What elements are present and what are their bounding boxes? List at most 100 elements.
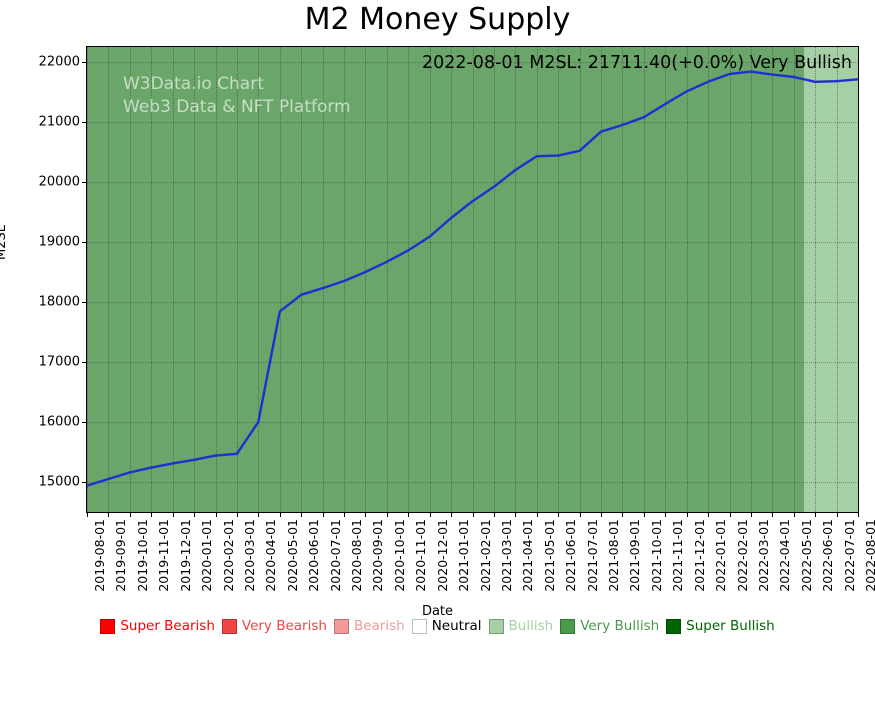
legend-label: Super Bullish <box>686 618 775 634</box>
y-axis-tick-label: 22000 <box>38 54 80 70</box>
gridline-horizontal <box>87 362 858 363</box>
x-axis-label: Date <box>421 604 454 619</box>
x-axis-tick-mark <box>579 513 581 517</box>
series-line <box>87 70 858 487</box>
y-axis-tick-mark <box>82 422 86 423</box>
x-axis-tick-mark <box>472 513 474 517</box>
legend-label: Very Bullish <box>580 618 660 634</box>
gridline-vertical <box>236 47 238 512</box>
gridline-vertical <box>194 47 196 512</box>
gridline-horizontal <box>87 62 858 63</box>
gridline-horizontal <box>87 422 858 423</box>
y-axis-tick-label: 21000 <box>38 114 80 130</box>
gridline-vertical <box>858 47 859 512</box>
y-axis-label: M2SL <box>0 225 9 260</box>
legend-swatch <box>666 618 682 634</box>
x-axis-tick-mark <box>643 513 645 517</box>
x-axis-tick-mark <box>279 513 281 517</box>
gridline-horizontal <box>87 182 858 183</box>
gridline-vertical <box>815 47 817 512</box>
gridline-vertical <box>708 47 710 512</box>
y-axis-tick-mark <box>82 122 86 123</box>
legend-label: Bullish <box>508 618 554 634</box>
x-axis-tick-mark <box>750 513 752 517</box>
gridline-vertical <box>665 47 667 512</box>
legend-swatch <box>333 618 349 634</box>
legend-swatch <box>100 618 116 634</box>
gridline-vertical <box>579 47 581 512</box>
legend-label: Neutral <box>431 618 482 634</box>
chart-container: M2 Money Supply W3Data.io Chart Web3 Dat… <box>0 2 875 634</box>
plot-area: W3Data.io Chart Web3 Data & NFT Platform… <box>86 46 859 513</box>
y-axis-tick-mark <box>82 242 86 243</box>
x-axis-tick-mark <box>793 513 795 517</box>
gridline-vertical <box>408 47 410 512</box>
x-axis-tick-mark <box>322 513 324 517</box>
x-axis-tick-mark <box>665 513 667 517</box>
x-axis-tick-mark <box>194 513 196 517</box>
gridline-vertical <box>493 47 495 512</box>
gridline-vertical <box>601 47 602 512</box>
legend-item: Very Bearish <box>221 618 327 634</box>
gridline-vertical <box>472 47 474 512</box>
gridline-vertical <box>558 47 560 512</box>
legend-label: Very Bearish <box>241 618 327 634</box>
gridline-vertical <box>151 47 153 512</box>
legend-item: Bullish <box>488 618 554 634</box>
x-axis-tick-mark <box>515 513 517 517</box>
x-axis-tick-mark <box>836 513 838 517</box>
x-axis-tick-mark <box>493 513 495 517</box>
gridline-vertical <box>258 47 260 512</box>
legend-swatch <box>221 618 237 634</box>
gridline-vertical <box>793 47 795 512</box>
gridline-horizontal <box>87 482 858 483</box>
x-axis-tick-mark <box>558 513 560 517</box>
x-axis-tick-mark <box>215 513 217 517</box>
gridline-vertical <box>750 47 752 512</box>
gridline-vertical <box>322 47 324 512</box>
gridline-vertical <box>643 47 645 512</box>
gridline-vertical <box>772 47 774 512</box>
legend-item: Bearish <box>333 618 405 634</box>
gridline-vertical <box>108 47 110 512</box>
y-axis-tick-label: 20000 <box>38 174 80 190</box>
y-axis-tick-label: 19000 <box>38 234 80 250</box>
x-axis-tick-mark <box>365 513 367 517</box>
y-axis-tick-label: 18000 <box>38 294 80 310</box>
legend-swatch <box>560 618 576 634</box>
legend-item: Super Bullish <box>666 618 775 634</box>
y-axis-tick-mark <box>82 182 86 183</box>
x-axis-tick-mark <box>686 513 688 517</box>
gridline-horizontal <box>87 122 858 123</box>
chart-title: M2 Money Supply <box>304 2 571 37</box>
gridline-vertical <box>536 47 538 512</box>
legend-item: Neutral <box>411 618 482 634</box>
y-axis-tick-label: 15000 <box>38 474 80 490</box>
legend-swatch <box>411 618 427 634</box>
x-axis-tick-mark <box>408 513 410 517</box>
x-axis-tick-mark <box>258 513 260 517</box>
gridline-vertical <box>729 47 731 512</box>
x-axis-tick-mark <box>451 513 453 517</box>
y-axis-tick-mark <box>82 482 86 483</box>
legend-item: Super Bearish <box>100 618 215 634</box>
x-axis-tick-mark <box>151 513 153 517</box>
y-axis-tick-mark <box>82 62 86 63</box>
legend-swatch <box>488 618 504 634</box>
annotation-label: 2022-08-01 M2SL: 21711.40(+0.0%) Very Bu… <box>421 53 852 73</box>
gridline-vertical <box>301 47 303 512</box>
gridline-vertical <box>686 47 688 512</box>
legend-label: Super Bearish <box>120 618 215 634</box>
gridline-vertical <box>87 47 88 512</box>
x-axis-tick-mark <box>772 513 774 517</box>
legend-label: Bearish <box>353 618 405 634</box>
gridline-vertical <box>215 47 217 512</box>
y-axis-tick-label: 17000 <box>38 354 80 370</box>
x-axis-tick-mark <box>429 513 431 517</box>
sentiment-band <box>804 47 858 512</box>
x-axis-tick-mark <box>708 513 710 517</box>
gridline-horizontal <box>87 242 858 243</box>
y-axis-tick-mark <box>82 362 86 363</box>
x-axis-tick-mark <box>386 513 388 517</box>
x-axis-tick-mark <box>858 513 859 517</box>
